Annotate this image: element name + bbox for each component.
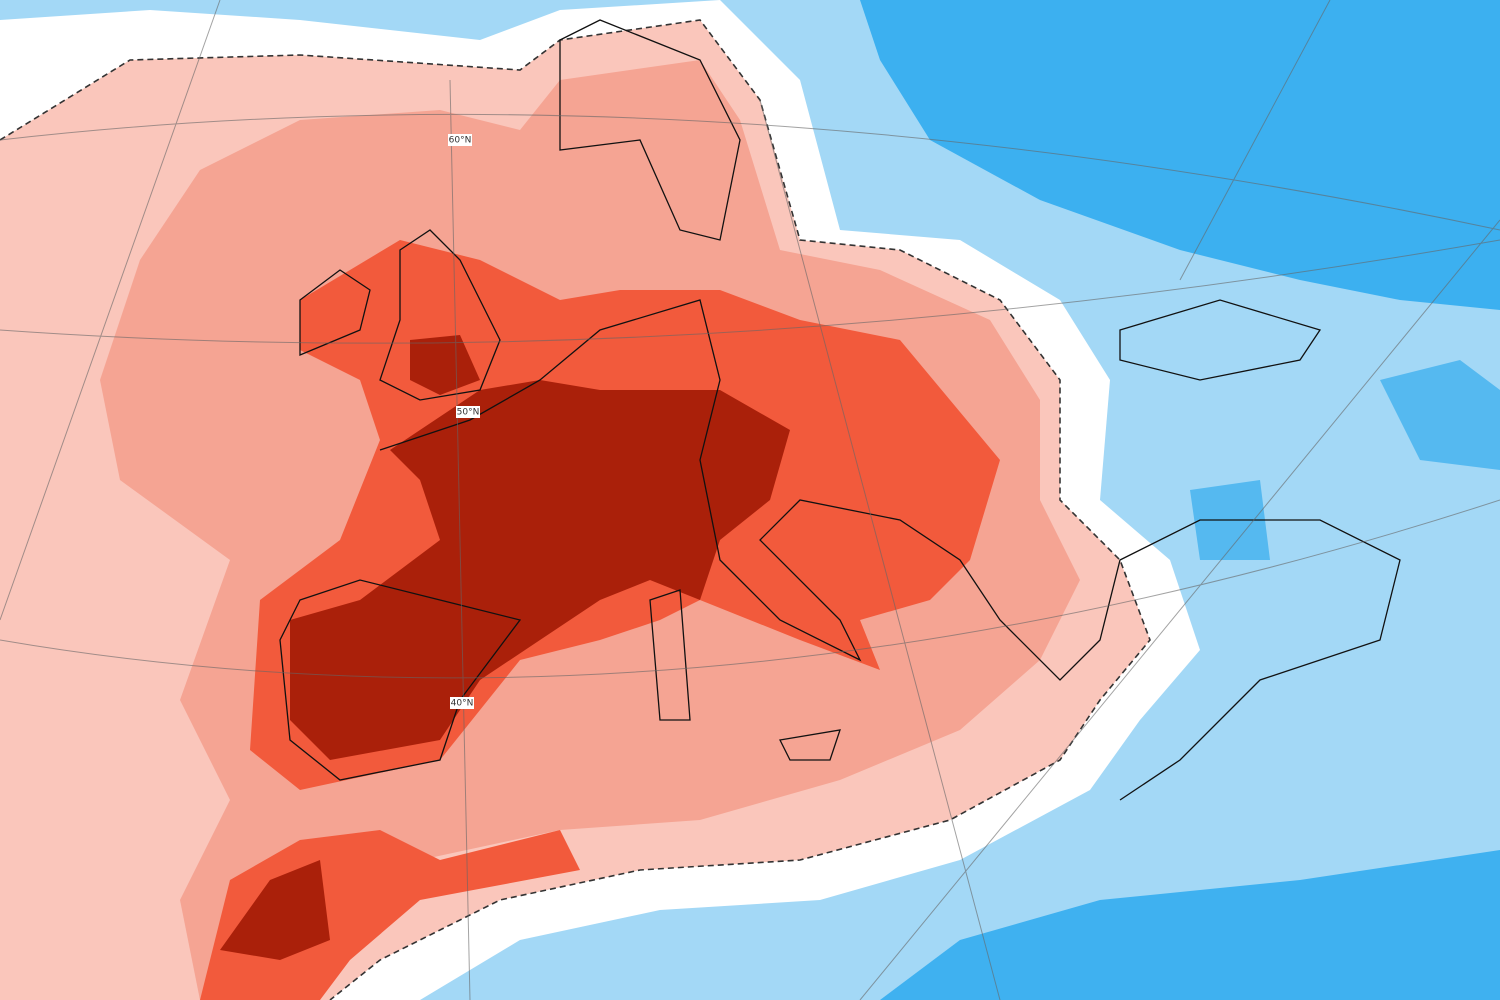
cold-area-north-east: [860, 0, 1500, 310]
warm-strong-area: [200, 240, 1000, 1000]
cold-area-south: [880, 850, 1500, 1000]
label-box: [456, 406, 480, 418]
label-box: [450, 697, 474, 709]
warm-extreme-area: [220, 335, 790, 960]
label-box: [448, 134, 472, 146]
coastlines: [279, 19, 1401, 801]
cold-area-east: [1190, 360, 1500, 560]
latitude-label: 40°N: [451, 699, 474, 709]
latitude-label: 50°N: [457, 408, 480, 418]
latitude-label: 60°N: [449, 136, 472, 146]
zero-anomaly-contour: [0, 19, 1151, 1000]
